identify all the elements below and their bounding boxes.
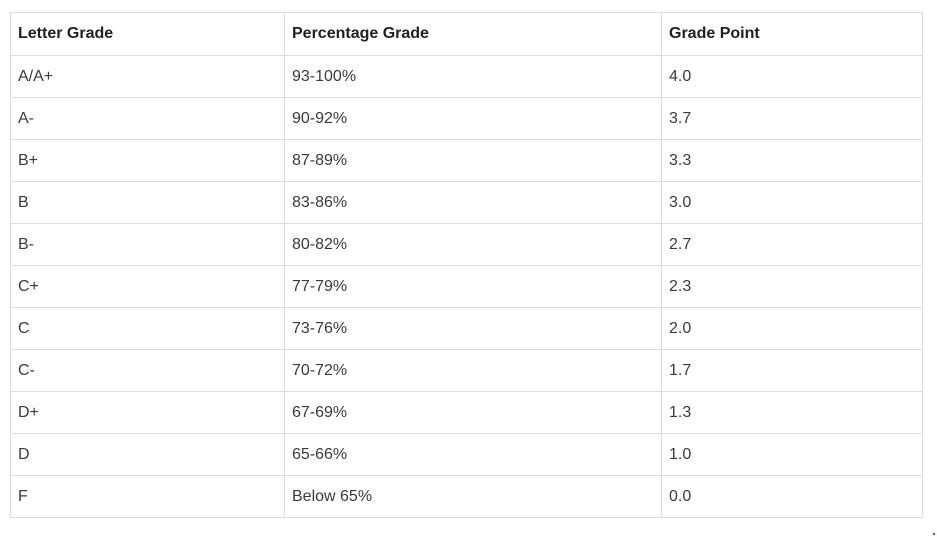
cell-percentage-grade: 93-100% [284,55,662,98]
table-row: B+ 87-89% 3.3 [10,139,923,182]
cell-percentage-grade: 83-86% [284,181,662,224]
cell-grade-point: 2.7 [661,223,923,266]
cell-letter-grade: F [10,475,285,518]
header-grade-point: Grade Point [661,12,923,56]
table-row: A/A+ 93-100% 4.0 [10,55,923,98]
table-row: D 65-66% 1.0 [10,433,923,476]
table-row: C- 70-72% 1.7 [10,349,923,392]
cell-letter-grade: B [10,181,285,224]
cell-percentage-grade: 90-92% [284,97,662,140]
table-body: A/A+ 93-100% 4.0 A- 90-92% 3.7 B+ 87-89%… [10,55,923,518]
table-row: A- 90-92% 3.7 [10,97,923,140]
cell-percentage-grade: 70-72% [284,349,662,392]
table-row: F Below 65% 0.0 [10,475,923,518]
table-header: Letter Grade Percentage Grade Grade Poin… [10,12,923,56]
table-row: B- 80-82% 2.7 [10,223,923,266]
cell-letter-grade: C [10,307,285,350]
cell-percentage-grade: 73-76% [284,307,662,350]
table-row: B 83-86% 3.0 [10,181,923,224]
cell-grade-point: 1.0 [661,433,923,476]
cell-grade-point: 3.0 [661,181,923,224]
cell-grade-point: 4.0 [661,55,923,98]
cell-grade-point: 0.0 [661,475,923,518]
cell-percentage-grade: 77-79% [284,265,662,308]
cell-letter-grade: D+ [10,391,285,434]
cell-grade-point: 3.7 [661,97,923,140]
cell-letter-grade: C+ [10,265,285,308]
cell-grade-point: 2.3 [661,265,923,308]
cell-grade-point: 1.3 [661,391,923,434]
cell-letter-grade: A- [10,97,285,140]
cell-letter-grade: C- [10,349,285,392]
cell-percentage-grade: Below 65% [284,475,662,518]
header-letter-grade: Letter Grade [10,12,285,56]
cell-percentage-grade: 65-66% [284,433,662,476]
table-row: C+ 77-79% 2.3 [10,265,923,308]
cell-percentage-grade: 87-89% [284,139,662,182]
grade-conversion-table: Letter Grade Percentage Grade Grade Poin… [10,12,923,518]
header-row: Letter Grade Percentage Grade Grade Poin… [10,12,923,56]
header-percentage-grade: Percentage Grade [284,12,662,56]
cell-percentage-grade: 80-82% [284,223,662,266]
cell-grade-point: 3.3 [661,139,923,182]
cell-letter-grade: B+ [10,139,285,182]
cell-letter-grade: D [10,433,285,476]
cell-grade-point: 2.0 [661,307,923,350]
table-row: C 73-76% 2.0 [10,307,923,350]
cell-grade-point: 1.7 [661,349,923,392]
cell-percentage-grade: 67-69% [284,391,662,434]
cell-letter-grade: B- [10,223,285,266]
table-row: D+ 67-69% 1.3 [10,391,923,434]
cell-letter-grade: A/A+ [10,55,285,98]
corner-dot [933,533,935,535]
